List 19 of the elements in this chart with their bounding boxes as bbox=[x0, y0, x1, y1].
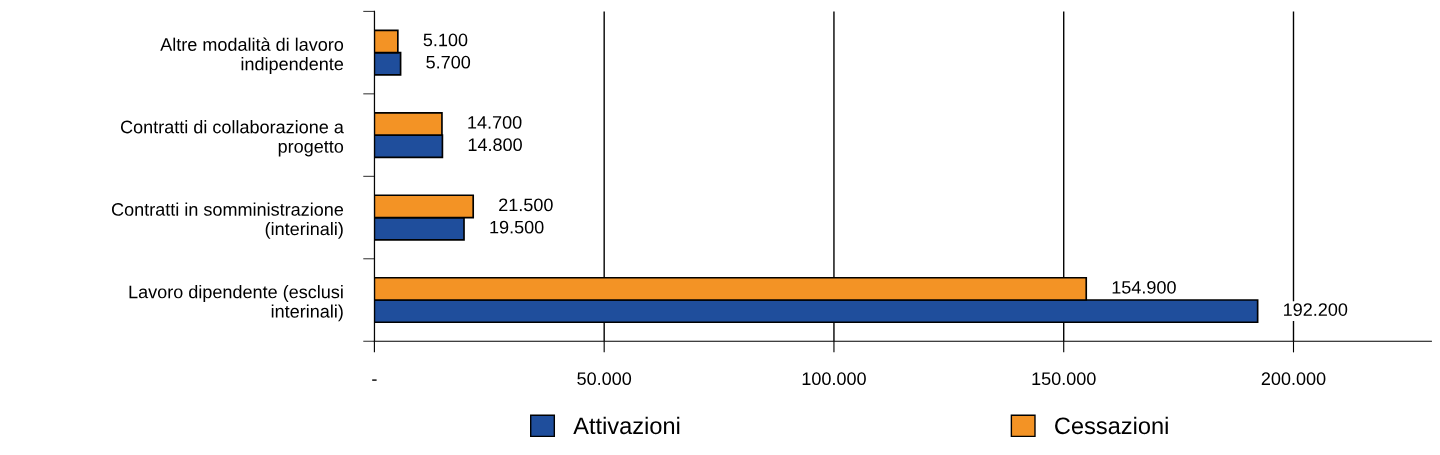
data-label: 5.700 bbox=[426, 55, 471, 69]
x-tick-label: 100.000 bbox=[802, 372, 866, 386]
y-tick-label: Contratti di collaborazione a progetto bbox=[120, 120, 344, 157]
data-label: 154.900 bbox=[1112, 280, 1176, 294]
y-tick-label: Contratti in somministrazione (interinali) bbox=[111, 202, 344, 239]
y-tick-label: Lavoro dipendente (esclusi interinali) bbox=[129, 285, 343, 322]
data-label: 5.100 bbox=[423, 33, 468, 47]
x-tick-label: 200.000 bbox=[1261, 372, 1326, 386]
data-label: 19.500 bbox=[490, 220, 544, 234]
data-label: 192.200 bbox=[1284, 303, 1348, 316]
x-tick-label: 150.000 bbox=[1032, 372, 1096, 386]
y-tick-label: Altre modalità di lavoro indipendente bbox=[160, 37, 344, 74]
legend-label: Attivazioni bbox=[573, 416, 680, 435]
data-label: 21.500 bbox=[499, 198, 553, 212]
legend-label: Cessazioni bbox=[1055, 416, 1168, 435]
x-tick-label: - bbox=[372, 379, 377, 381]
data-label: 14.700 bbox=[468, 116, 522, 129]
data-label: 14.800 bbox=[468, 138, 522, 152]
x-tick-label: 50.000 bbox=[577, 372, 632, 386]
